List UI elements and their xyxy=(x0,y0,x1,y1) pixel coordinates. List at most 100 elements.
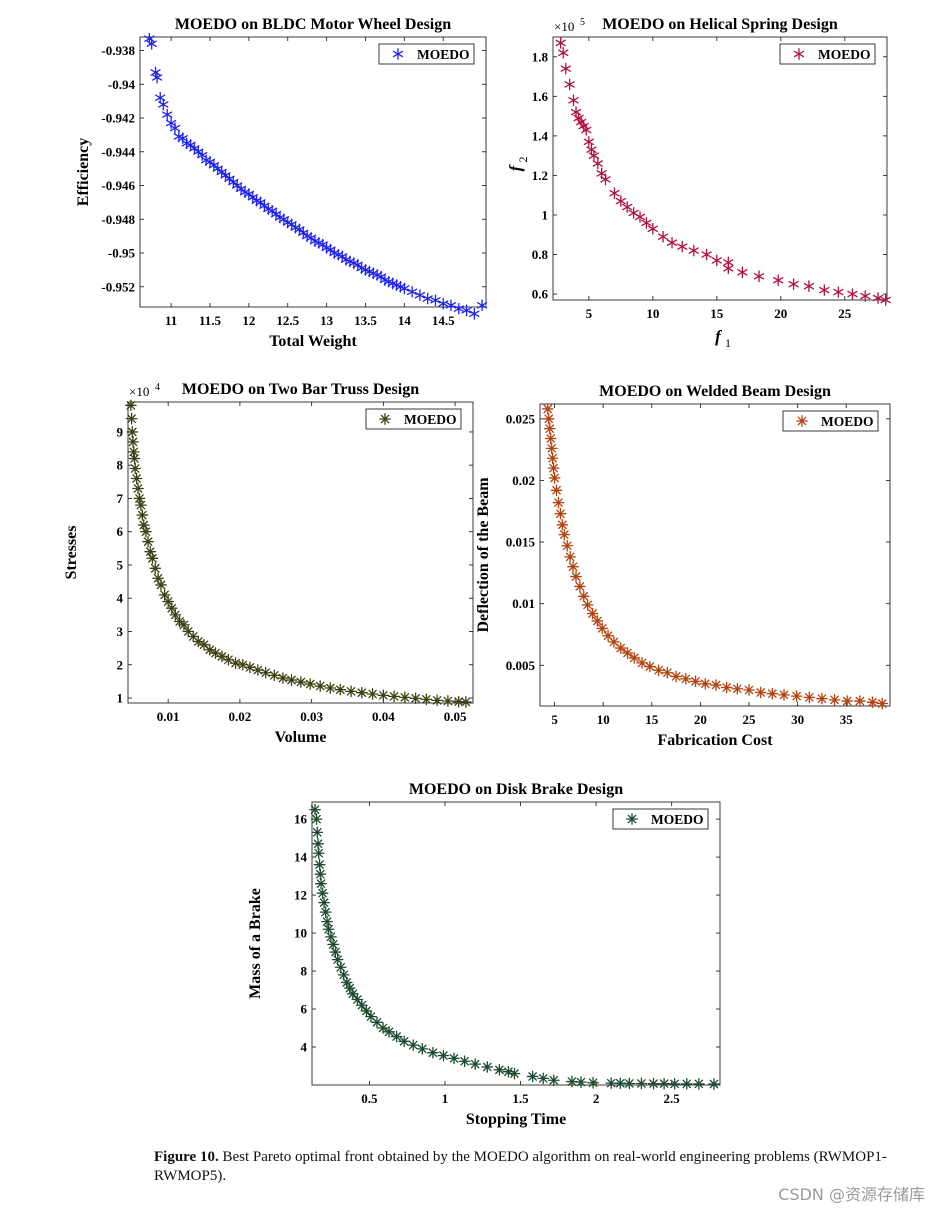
data-point xyxy=(298,226,309,239)
x-tick-label: 25 xyxy=(743,712,757,727)
data-point xyxy=(546,452,559,465)
legend: MOEDO xyxy=(378,43,475,65)
data-point xyxy=(127,446,140,458)
y-tick-label: 16 xyxy=(294,812,308,827)
data-point xyxy=(377,1022,389,1034)
data-point xyxy=(314,680,327,692)
x-tick-label: 0.05 xyxy=(444,709,467,724)
data-point xyxy=(144,545,157,558)
data-point xyxy=(753,270,765,283)
y-tick-label: 1.4 xyxy=(532,128,549,143)
data-point xyxy=(556,518,569,531)
data-point xyxy=(294,223,305,236)
x-tick-label: 20 xyxy=(694,712,707,727)
data-point xyxy=(377,689,390,702)
data-point xyxy=(566,1075,578,1088)
data-point xyxy=(677,240,688,253)
data-point xyxy=(816,692,828,705)
legend: MOEDO xyxy=(365,408,462,430)
data-point xyxy=(229,657,242,669)
data-point xyxy=(146,37,157,50)
data-point xyxy=(570,570,582,583)
data-point xyxy=(189,142,200,155)
data-point xyxy=(208,159,220,172)
y-tick-label: 0.01 xyxy=(512,596,535,611)
y-tick-label: -0.942 xyxy=(101,111,135,126)
x-tick-label: 10 xyxy=(646,306,659,321)
data-point xyxy=(140,525,152,538)
data-point xyxy=(158,98,169,111)
data-point xyxy=(383,1025,395,1038)
legend: MOEDO xyxy=(612,808,709,830)
data-point xyxy=(459,696,472,708)
data-point xyxy=(236,658,249,671)
data-point xyxy=(567,560,579,573)
y-tick-label: -0.938 xyxy=(101,43,135,58)
data-point xyxy=(327,938,340,951)
data-point xyxy=(803,280,815,293)
x-axis-label: Fabrication Cost xyxy=(657,732,773,749)
data-point xyxy=(680,1078,693,1090)
x-tick-label: 5 xyxy=(586,306,593,321)
chart-title: MOEDO on Welded Beam Design xyxy=(599,383,831,400)
data-point xyxy=(592,157,603,170)
x-tick-label: 15 xyxy=(710,306,724,321)
data-point xyxy=(366,688,379,700)
data-point xyxy=(406,285,418,298)
y-tick-label: -0.948 xyxy=(101,212,135,227)
data-point xyxy=(773,274,784,287)
data-point xyxy=(169,609,182,621)
data-point xyxy=(581,124,592,136)
data-point xyxy=(545,442,558,455)
y-tick-label: -0.952 xyxy=(101,279,135,294)
data-point xyxy=(542,412,555,425)
x-tick-label: 13.5 xyxy=(354,313,377,328)
data-point xyxy=(329,946,342,958)
data-point xyxy=(259,666,272,679)
data-point xyxy=(312,837,324,850)
x-tick-label: 15 xyxy=(645,712,659,727)
legend-marker xyxy=(379,413,391,425)
data-point xyxy=(790,690,803,702)
data-point xyxy=(552,496,565,509)
data-point xyxy=(561,539,574,552)
data-point xyxy=(278,213,290,226)
x-tick-label: 0.03 xyxy=(300,709,323,724)
data-point xyxy=(641,217,652,229)
data-point xyxy=(398,1035,411,1048)
y-tick-label: 4 xyxy=(117,591,124,606)
data-point xyxy=(399,282,410,295)
data-point xyxy=(390,1030,403,1043)
data-point xyxy=(185,139,196,151)
data-point xyxy=(828,693,841,706)
y-tick-label: 0.02 xyxy=(512,473,535,488)
data-point xyxy=(165,117,177,129)
data-point xyxy=(575,1076,587,1088)
data-point xyxy=(841,695,854,707)
data-point xyxy=(314,868,327,881)
y-tick-label: 1.8 xyxy=(532,49,549,64)
data-point xyxy=(591,615,604,627)
data-point xyxy=(847,288,858,300)
data-point xyxy=(588,149,600,162)
legend: MOEDO xyxy=(782,410,879,432)
data-point xyxy=(600,173,611,186)
x-axis-label: Total Weight xyxy=(269,333,357,350)
data-point xyxy=(438,297,449,310)
data-point xyxy=(689,675,702,688)
data-point xyxy=(788,278,799,291)
y-tick-label: 5 xyxy=(117,557,124,572)
y-tick-label: -0.946 xyxy=(101,178,135,193)
plot-area xyxy=(552,36,888,301)
y-tick-label: 0.6 xyxy=(532,287,549,302)
x-axis-label-subscript: 1 xyxy=(725,336,731,350)
data-point xyxy=(267,204,278,217)
watermark: CSDN @资源存储库 xyxy=(778,1185,925,1204)
data-point xyxy=(313,858,326,871)
data-point xyxy=(634,211,646,223)
data-point xyxy=(125,399,137,412)
y-axis-label: Efficiency xyxy=(75,138,92,206)
y-tick-label: 8 xyxy=(301,964,308,979)
data-point xyxy=(151,71,163,84)
